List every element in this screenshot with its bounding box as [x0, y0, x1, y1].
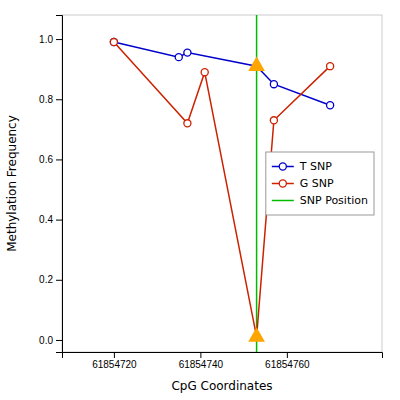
y-axis-title: Methylation Frequency	[5, 115, 19, 252]
tick-mark	[56, 159, 62, 160]
axis-line	[63, 353, 383, 359]
point	[110, 39, 117, 46]
tick-label: 61854760	[265, 359, 310, 370]
tick-label: 1.0	[39, 34, 53, 45]
legend-item: T SNP	[272, 160, 332, 173]
point	[184, 120, 191, 127]
tick-mark	[56, 280, 62, 281]
x-axis-title: CpG Coordinates	[171, 379, 272, 393]
axis-line	[56, 16, 63, 353]
tick: 61854760	[265, 352, 310, 370]
legend-item: SNP Position	[272, 194, 368, 207]
point	[201, 69, 208, 76]
tick: 0.2	[39, 274, 62, 285]
point	[110, 39, 117, 46]
snp-marker	[249, 58, 263, 70]
point	[270, 81, 277, 88]
point	[184, 49, 191, 56]
chart: 61854720 61854740 61854760 0.0 0.2 0.4 0.6 0.8 1…	[0, 0, 400, 400]
tick-label: 61854740	[179, 359, 224, 370]
tick-label: 0.2	[39, 274, 53, 285]
legend-label: SNP Position	[300, 194, 368, 207]
tick-mark	[56, 99, 62, 100]
point	[270, 117, 277, 124]
tick: 61854740	[179, 352, 224, 370]
legend-label: T SNP	[299, 160, 332, 173]
series-line	[114, 42, 330, 105]
tick-label: 0.4	[39, 214, 53, 225]
tick: 0.0	[39, 335, 62, 346]
legend-swatch	[272, 200, 294, 202]
legend-swatch-marker	[279, 163, 286, 170]
legend-box	[266, 152, 374, 215]
y-axis: 0.0 0.2 0.4 0.6 0.8 1.0	[39, 16, 62, 353]
tick-label: 0.0	[39, 335, 53, 346]
tick: 0.8	[39, 94, 62, 105]
plot: 61854720 61854740 61854760 0.0 0.2 0.4 0.6 0.8 1…	[39, 15, 382, 370]
x-axis: 61854720 61854740 61854760	[63, 352, 383, 370]
plot-frame	[62, 15, 382, 352]
tick-mark	[56, 220, 62, 221]
tick-label: 0.6	[39, 154, 53, 165]
tick: 0.6	[39, 154, 62, 165]
point	[327, 63, 334, 70]
tick-label: 0.8	[39, 94, 53, 105]
tick-mark	[200, 352, 201, 358]
snp-marker	[249, 329, 263, 341]
legend: T SNP G SNP SNP Position	[266, 152, 374, 215]
tick-mark	[56, 340, 62, 341]
tick: 61854720	[92, 352, 137, 370]
tick-label: 61854720	[92, 359, 137, 370]
marks	[110, 15, 333, 352]
tick-mark	[56, 39, 62, 40]
legend-item: G SNP	[272, 177, 334, 190]
tick: 0.4	[39, 214, 62, 225]
tick-mark	[114, 352, 115, 358]
point	[327, 102, 334, 109]
legend-label: G SNP	[300, 177, 334, 190]
point	[175, 54, 182, 61]
legend-swatch-marker	[279, 180, 286, 187]
tick-mark	[287, 352, 288, 358]
tick: 1.0	[39, 34, 62, 45]
